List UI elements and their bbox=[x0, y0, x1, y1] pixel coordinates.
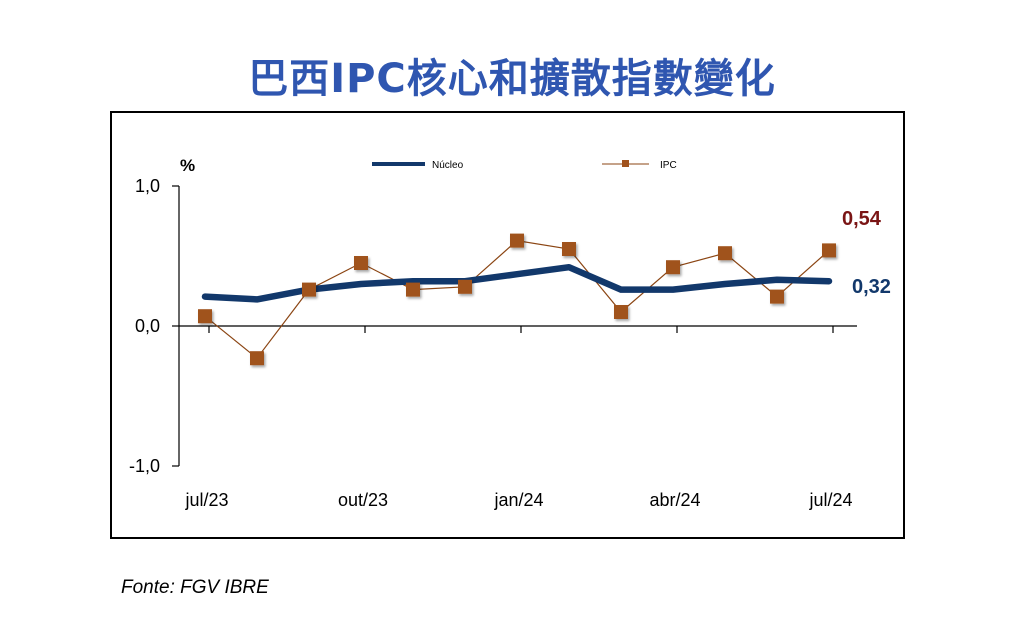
ipc-point-marker bbox=[406, 282, 420, 297]
legend-label-nucleo: Núcleo bbox=[432, 160, 464, 171]
x-tick-label: out/23 bbox=[338, 490, 388, 510]
ipc-point-marker bbox=[666, 260, 680, 275]
x-tick-label: abr/24 bbox=[649, 490, 700, 510]
y-tick-label: -1,0 bbox=[129, 456, 160, 476]
y-tick-label: 0,0 bbox=[135, 316, 160, 336]
ipc-point-marker bbox=[614, 305, 628, 319]
ipc-point-marker bbox=[718, 246, 732, 261]
y-unit-label: % bbox=[180, 156, 195, 175]
x-tick-label: jul/24 bbox=[808, 490, 852, 510]
chart-title: 巴西IPC核心和擴散指數變化 bbox=[248, 56, 776, 102]
ipc-point-marker bbox=[562, 242, 576, 256]
ipc-point-marker bbox=[510, 233, 524, 248]
line-chart: 1,0 0,0 -1,0 jul/23 out/23 jan/24 abr/24 jul/2… bbox=[129, 156, 891, 510]
nucleo-end-label: 0,32 bbox=[852, 276, 891, 298]
ipc-point-marker bbox=[822, 243, 836, 258]
ipc-point-marker bbox=[250, 351, 264, 366]
ipc-point-marker bbox=[198, 309, 212, 324]
ipc-point-marker bbox=[458, 279, 472, 294]
x-tick-label: jan/24 bbox=[493, 490, 543, 510]
ipc-series-line bbox=[204, 239, 830, 360]
legend-marker-ipc bbox=[622, 160, 629, 167]
legend-label-ipc: IPC bbox=[660, 160, 677, 171]
ipc-end-label: 0,54 bbox=[842, 208, 882, 230]
ipc-point-marker bbox=[770, 289, 784, 304]
legend: Núcleo IPC bbox=[372, 160, 677, 171]
ipc-point-marker bbox=[302, 282, 316, 297]
chart-frame: 1,0 0,0 -1,0 jul/23 out/23 jan/24 abr/24 jul/2… bbox=[110, 111, 905, 539]
y-tick-label: 1,0 bbox=[135, 176, 160, 196]
source-note: Fonte: FGV IBRE bbox=[121, 577, 269, 598]
ipc-point-marker bbox=[354, 256, 368, 270]
x-tick-label: jul/23 bbox=[184, 490, 228, 510]
nucleo-series-line bbox=[201, 263, 833, 303]
